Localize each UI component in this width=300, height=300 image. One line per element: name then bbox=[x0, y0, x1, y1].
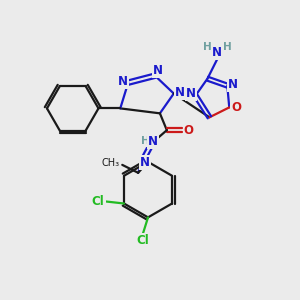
Text: N: N bbox=[212, 46, 222, 59]
Text: H: H bbox=[203, 42, 212, 52]
Text: N: N bbox=[148, 135, 158, 148]
Text: N: N bbox=[175, 86, 185, 99]
Text: N: N bbox=[118, 75, 128, 88]
Text: Cl: Cl bbox=[137, 234, 149, 247]
Text: H: H bbox=[141, 136, 149, 146]
Text: Cl: Cl bbox=[92, 195, 105, 208]
Text: N: N bbox=[153, 64, 163, 77]
Text: O: O bbox=[231, 101, 241, 114]
Text: O: O bbox=[184, 124, 194, 137]
Text: H: H bbox=[223, 42, 232, 52]
Text: N: N bbox=[186, 87, 196, 100]
Text: N: N bbox=[228, 78, 238, 91]
Text: N: N bbox=[140, 156, 150, 170]
Text: CH₃: CH₃ bbox=[101, 158, 119, 168]
